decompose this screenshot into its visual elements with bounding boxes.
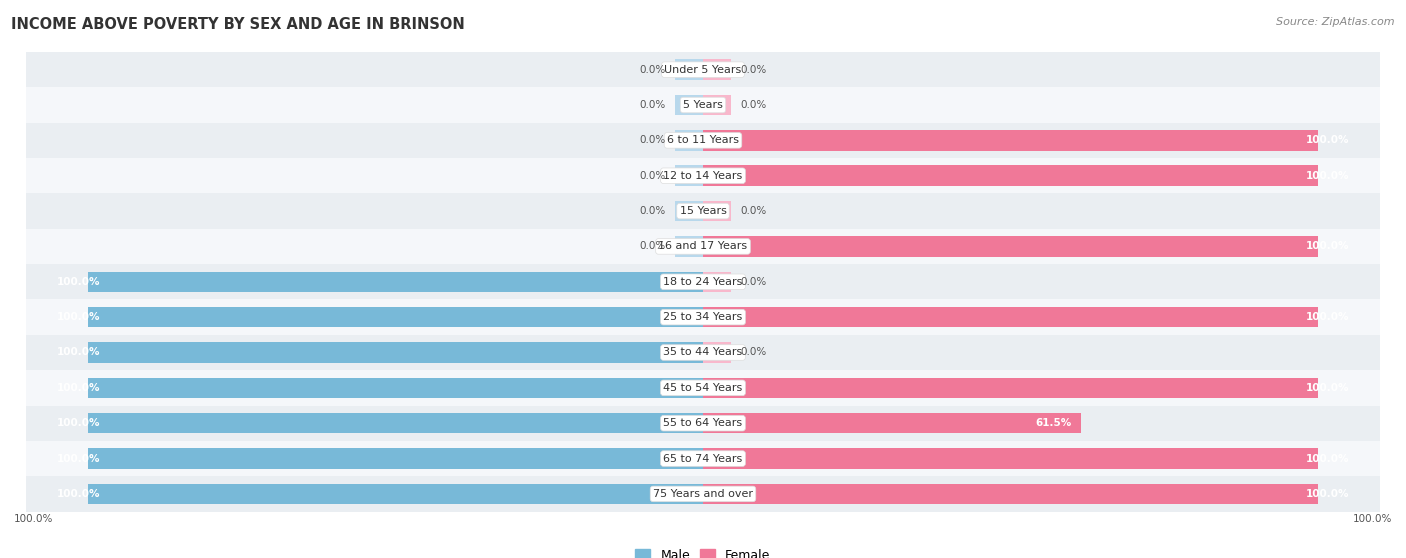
Text: 12 to 14 Years: 12 to 14 Years <box>664 171 742 181</box>
Text: 100.0%: 100.0% <box>1305 489 1348 499</box>
Text: Under 5 Years: Under 5 Years <box>665 65 741 75</box>
Text: 100.0%: 100.0% <box>14 514 53 525</box>
Text: 100.0%: 100.0% <box>58 489 101 499</box>
Text: 0.0%: 0.0% <box>740 65 766 75</box>
Text: 0.0%: 0.0% <box>640 65 666 75</box>
Bar <box>675 130 703 151</box>
Text: 100.0%: 100.0% <box>58 383 101 393</box>
Text: 18 to 24 Years: 18 to 24 Years <box>664 277 742 287</box>
Text: 100.0%: 100.0% <box>58 277 101 287</box>
Bar <box>87 448 703 469</box>
Bar <box>27 264 1379 300</box>
Text: 0.0%: 0.0% <box>640 171 666 181</box>
Text: 25 to 34 Years: 25 to 34 Years <box>664 312 742 322</box>
Bar <box>703 236 1319 257</box>
Text: 0.0%: 0.0% <box>640 242 666 252</box>
Bar <box>675 236 703 257</box>
Bar <box>703 95 731 116</box>
Bar <box>703 413 1081 434</box>
Text: 0.0%: 0.0% <box>640 136 666 146</box>
Bar <box>27 123 1379 158</box>
Bar <box>675 95 703 116</box>
Bar <box>675 59 703 80</box>
Text: 100.0%: 100.0% <box>1353 514 1392 525</box>
Text: 75 Years and over: 75 Years and over <box>652 489 754 499</box>
Text: 100.0%: 100.0% <box>58 454 101 464</box>
Text: 0.0%: 0.0% <box>740 100 766 110</box>
Text: 100.0%: 100.0% <box>58 348 101 358</box>
Text: 5 Years: 5 Years <box>683 100 723 110</box>
Bar <box>703 342 731 363</box>
Text: 100.0%: 100.0% <box>1305 136 1348 146</box>
Text: 100.0%: 100.0% <box>1305 171 1348 181</box>
Text: 0.0%: 0.0% <box>740 277 766 287</box>
Bar <box>27 441 1379 476</box>
Bar <box>87 484 703 504</box>
Bar <box>27 476 1379 512</box>
Bar <box>27 406 1379 441</box>
Text: 100.0%: 100.0% <box>1305 242 1348 252</box>
Text: 100.0%: 100.0% <box>1305 312 1348 322</box>
Bar <box>703 378 1319 398</box>
Bar <box>703 59 731 80</box>
Text: 100.0%: 100.0% <box>58 312 101 322</box>
Bar <box>703 130 1319 151</box>
Text: 15 Years: 15 Years <box>679 206 727 216</box>
Bar <box>703 307 1319 328</box>
Text: 0.0%: 0.0% <box>740 348 766 358</box>
Text: 65 to 74 Years: 65 to 74 Years <box>664 454 742 464</box>
Bar <box>703 272 731 292</box>
Bar <box>703 448 1319 469</box>
Text: 6 to 11 Years: 6 to 11 Years <box>666 136 740 146</box>
Bar <box>703 484 1319 504</box>
Bar <box>87 413 703 434</box>
Bar <box>27 300 1379 335</box>
Bar <box>27 158 1379 194</box>
Text: Source: ZipAtlas.com: Source: ZipAtlas.com <box>1277 17 1395 27</box>
Bar <box>87 378 703 398</box>
Bar <box>87 307 703 328</box>
Text: 55 to 64 Years: 55 to 64 Years <box>664 418 742 428</box>
Bar <box>703 166 1319 186</box>
Bar <box>27 88 1379 123</box>
Bar <box>675 166 703 186</box>
Text: 0.0%: 0.0% <box>640 100 666 110</box>
Bar <box>27 370 1379 406</box>
Legend: Male, Female: Male, Female <box>630 544 776 558</box>
Bar <box>675 201 703 222</box>
Text: 61.5%: 61.5% <box>1036 418 1073 428</box>
Text: 0.0%: 0.0% <box>640 206 666 216</box>
Text: 16 and 17 Years: 16 and 17 Years <box>658 242 748 252</box>
Text: 0.0%: 0.0% <box>740 206 766 216</box>
Bar <box>27 335 1379 370</box>
Bar <box>87 342 703 363</box>
Text: INCOME ABOVE POVERTY BY SEX AND AGE IN BRINSON: INCOME ABOVE POVERTY BY SEX AND AGE IN B… <box>11 17 465 32</box>
Bar <box>703 201 731 222</box>
Text: 100.0%: 100.0% <box>1305 383 1348 393</box>
Bar <box>27 52 1379 88</box>
Text: 100.0%: 100.0% <box>58 418 101 428</box>
Bar <box>27 194 1379 229</box>
Bar <box>27 229 1379 264</box>
Text: 45 to 54 Years: 45 to 54 Years <box>664 383 742 393</box>
Text: 35 to 44 Years: 35 to 44 Years <box>664 348 742 358</box>
Text: 100.0%: 100.0% <box>1305 454 1348 464</box>
Bar <box>87 272 703 292</box>
